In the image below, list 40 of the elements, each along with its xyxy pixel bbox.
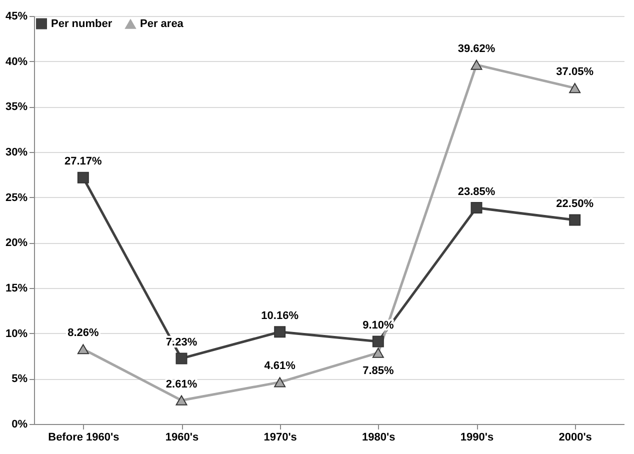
y-tick-label: 40%: [5, 56, 28, 68]
point: [569, 214, 581, 226]
y-tick-label: 20%: [5, 237, 28, 250]
point: [372, 336, 384, 348]
data-label: 37.05%: [556, 66, 594, 78]
point: [470, 60, 482, 70]
point: [274, 377, 286, 388]
y-tick-label: 5%: [12, 373, 28, 386]
y-tick-label: 25%: [5, 192, 28, 204]
y-tick-label: 15%: [5, 282, 28, 294]
data-label: 8.26%: [68, 327, 99, 340]
data-label: 10.16%: [261, 310, 299, 322]
y-tick-label: 10%: [5, 328, 28, 340]
data-label: 4.61%: [264, 360, 296, 372]
y-tick-label: 0%: [12, 418, 28, 430]
y-tick-label: 30%: [5, 146, 28, 158]
x-tick-label: 1960's: [165, 432, 199, 444]
data-label: 23.85%: [458, 186, 496, 198]
point: [470, 202, 482, 214]
x-tick-label: Before 1960's: [48, 432, 120, 444]
legend-label: Per area: [140, 18, 184, 30]
legend-label: Per number: [51, 18, 113, 30]
y-tick-label: 45%: [5, 10, 28, 22]
point: [77, 172, 89, 184]
x-tick-label: 1980's: [362, 432, 396, 444]
data-label: 2.61%: [166, 378, 198, 390]
point: [274, 326, 286, 338]
data-label: 27.17%: [64, 156, 102, 168]
data-label: 39.62%: [458, 42, 496, 55]
x-tick-label: 2000's: [558, 432, 592, 444]
point: [372, 348, 384, 358]
data-label: 7.85%: [362, 364, 394, 377]
point: [176, 352, 188, 364]
x-tick-label: 1990's: [460, 432, 494, 444]
x-tick-label: 1970's: [264, 432, 297, 444]
point: [77, 344, 89, 354]
y-tick-label: 35%: [5, 101, 28, 114]
point: [176, 395, 188, 406]
point: [569, 83, 581, 94]
data-label: 22.50%: [556, 198, 594, 210]
